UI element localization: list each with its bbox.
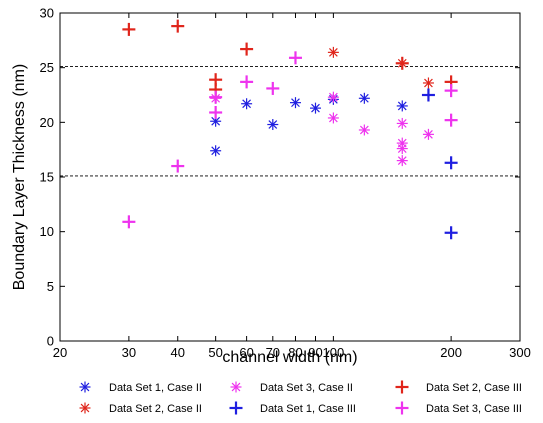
legend-label: Data Set 1, Case II <box>109 382 202 394</box>
x-tick-label: 20 <box>53 345 67 360</box>
data-point <box>240 42 254 56</box>
legend-item: Data Set 1, Case II <box>79 381 202 394</box>
y-tick-label: 0 <box>47 334 54 349</box>
y-tick-label: 10 <box>40 224 54 239</box>
legend-label: Data Set 3, Case III <box>426 403 522 415</box>
data-point <box>395 56 409 70</box>
legend-label: Data Set 1, Case III <box>260 403 356 415</box>
data-point <box>171 19 185 33</box>
data-point <box>327 112 339 124</box>
data-point <box>396 100 408 112</box>
data-point <box>444 156 458 170</box>
y-tick-label: 15 <box>40 170 54 185</box>
y-axis-label: Boundary Layer Thickness (nm) <box>11 64 28 290</box>
data-point <box>288 51 302 65</box>
series-3 <box>210 91 434 167</box>
x-tick-label: 200 <box>440 345 462 360</box>
data-point <box>267 119 279 131</box>
legend-marker <box>79 402 91 414</box>
legend-label: Data Set 3, Case II <box>260 382 353 394</box>
legend-item: Data Set 1, Case III <box>229 401 356 415</box>
legend-item: Data Set 3, Case II <box>230 381 353 394</box>
x-tick-label: 50 <box>208 345 222 360</box>
y-tick-label: 5 <box>47 279 54 294</box>
x-tick-label: 100 <box>323 345 345 360</box>
data-point <box>210 145 222 157</box>
data-point <box>422 77 434 89</box>
x-axis-label: channel width (nm) <box>222 349 357 366</box>
data-point <box>327 91 339 103</box>
data-point <box>309 102 321 114</box>
legend-marker <box>395 401 409 415</box>
x-tick-label: 300 <box>509 345 531 360</box>
y-tick-label: 25 <box>40 60 54 75</box>
legend-marker <box>79 381 91 393</box>
legend-item: Data Set 3, Case III <box>395 401 522 415</box>
reference-lines <box>60 66 520 177</box>
data-point <box>396 143 408 155</box>
data-point <box>422 128 434 140</box>
data-point <box>266 81 280 95</box>
y-tick-label: 30 <box>40 6 54 21</box>
legend-item: Data Set 2, Case III <box>395 380 522 394</box>
x-tick-label: 30 <box>122 345 136 360</box>
data-point <box>444 84 458 98</box>
data-point <box>421 88 435 102</box>
data-point <box>240 75 254 89</box>
data-point <box>396 155 408 167</box>
legend-marker <box>230 381 242 393</box>
data-point <box>444 113 458 127</box>
data-point <box>289 97 301 109</box>
data-point <box>122 22 136 36</box>
x-tick-label: 70 <box>266 345 280 360</box>
x-tick-label: 90 <box>308 345 322 360</box>
legend-marker <box>395 380 409 394</box>
data-point <box>241 98 253 110</box>
data-point <box>122 215 136 229</box>
series-6 <box>122 51 458 229</box>
legend-label: Data Set 2, Case II <box>109 403 202 415</box>
data-point <box>358 92 370 104</box>
data-point <box>171 159 185 173</box>
data-point <box>209 90 223 104</box>
data-point <box>358 124 370 136</box>
legend: Data Set 1, Case II Data Set 2, Case II Da… <box>79 380 522 415</box>
data-points <box>122 19 458 240</box>
series-4 <box>421 88 458 240</box>
axis-ticks: 20 30 40 50 60 70 80 90 100 200 300 0 5 10 15 20 25 30 <box>40 6 531 361</box>
data-point <box>396 117 408 129</box>
x-tick-label: 40 <box>171 345 185 360</box>
legend-marker <box>229 401 243 415</box>
data-point <box>209 105 223 119</box>
legend-item: Data Set 2, Case II <box>79 402 202 415</box>
legend-label: Data Set 2, Case III <box>426 382 522 394</box>
y-tick-label: 20 <box>40 115 54 130</box>
x-tick-label: 60 <box>239 345 253 360</box>
data-point <box>327 46 339 58</box>
x-tick-label: 80 <box>288 345 302 360</box>
data-point <box>444 226 458 240</box>
